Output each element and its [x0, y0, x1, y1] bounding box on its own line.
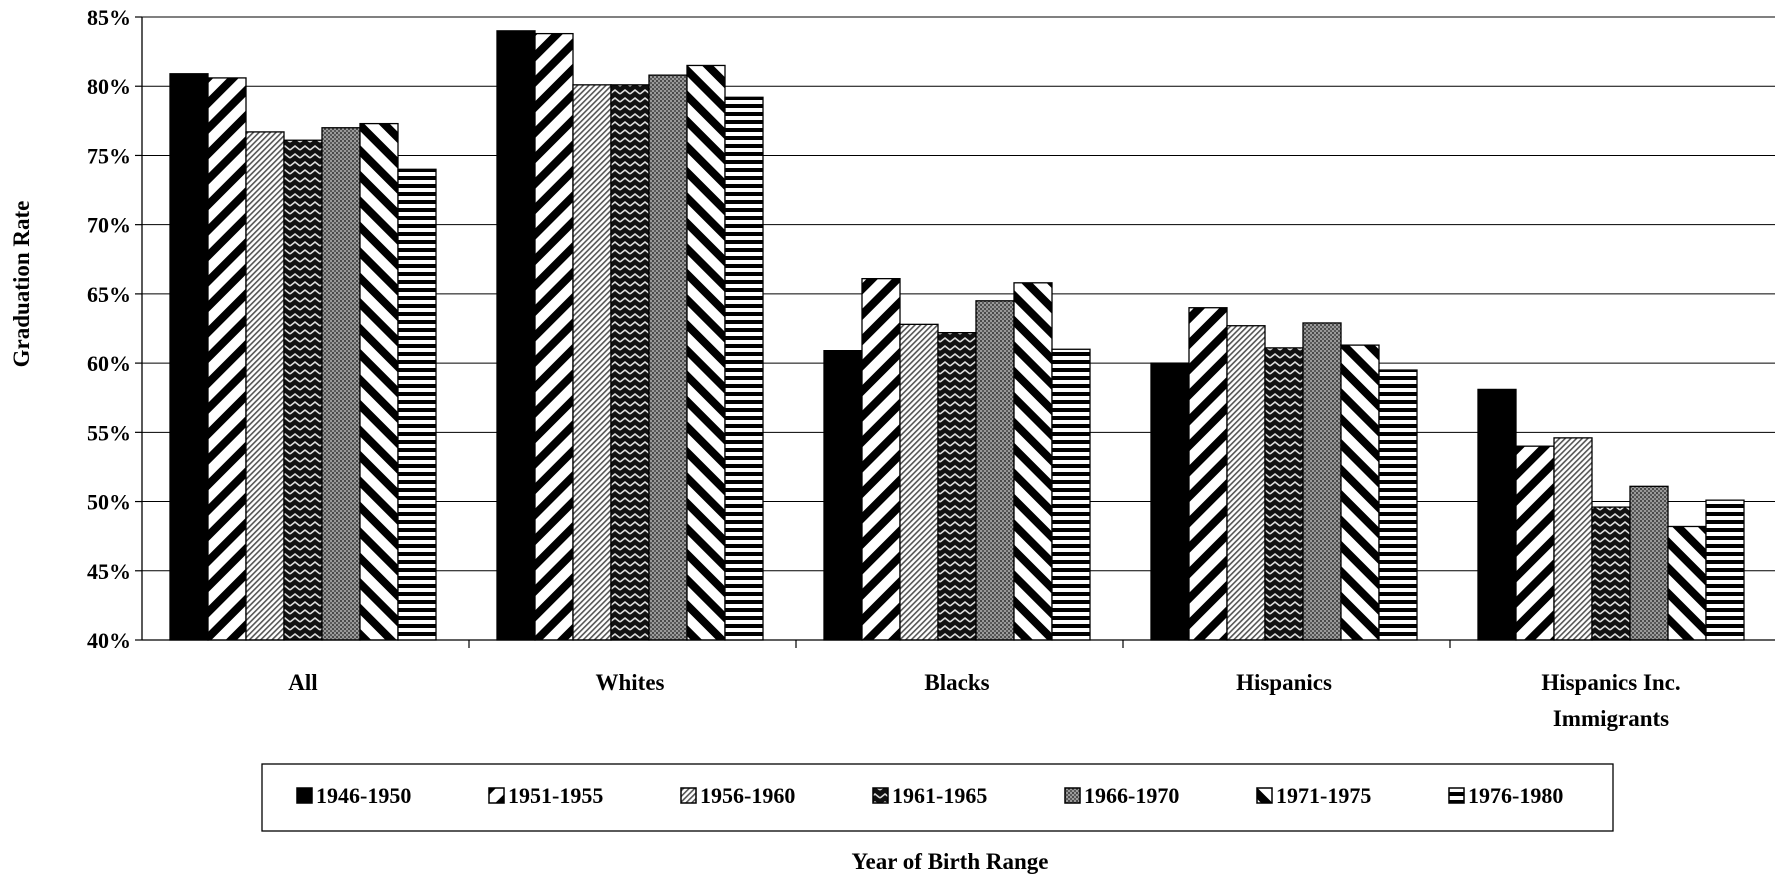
legend-label: 1951-1955: [508, 783, 603, 808]
bar-1946-1950-hispanics-inc-immigrants: [1477, 388, 1517, 641]
category-label-line: Blacks: [924, 670, 989, 695]
bar-1976-1980-blacks: [1051, 348, 1091, 641]
category-label: Hispanics: [1236, 670, 1332, 695]
bar-1961-1965-whites: [610, 84, 650, 641]
bar-1976-1980-whites: [724, 96, 764, 641]
axes: [135, 16, 1775, 648]
legend-swatch: [1256, 787, 1273, 804]
category-label: Whites: [596, 670, 665, 695]
y-tick-label: 75%: [87, 143, 131, 168]
bar-1966-1970-whites: [648, 74, 688, 641]
bar-1976-1980-hispanics: [1378, 369, 1418, 641]
category-label: Blacks: [924, 670, 989, 695]
bar-1946-1950-hispanics: [1150, 362, 1190, 641]
bar-1951-1955-blacks: [861, 278, 901, 641]
y-axis-title: Graduation Rate: [9, 201, 34, 368]
legend-swatch: [1448, 787, 1465, 804]
category-label-line: Whites: [596, 670, 665, 695]
legend-label: 1961-1965: [892, 783, 987, 808]
bar-1946-1950-all: [169, 73, 209, 641]
bar-1966-1970-all: [321, 127, 361, 641]
bar-1961-1965-all: [283, 139, 323, 641]
bar-1971-1975-hispanics-inc-immigrants: [1667, 525, 1707, 641]
category-label: All: [288, 670, 317, 695]
category-labels: All Whites Blacks Hispanics Hispanics Inc. Im…: [288, 670, 1680, 731]
y-tick-label: 85%: [87, 5, 131, 30]
legend-label: 1976-1980: [1468, 783, 1563, 808]
bar-1971-1975-all: [359, 122, 399, 641]
category-label: Hispanics Inc. Immigrants: [1541, 670, 1680, 731]
category-label-line: Immigrants: [1553, 706, 1669, 731]
legend-label: 1966-1970: [1084, 783, 1179, 808]
legend-box: [261, 763, 1614, 832]
bar-1946-1950-whites: [496, 30, 536, 641]
category-label-line: All: [288, 670, 317, 695]
bar-1961-1965-blacks: [937, 332, 977, 641]
legend: 1946-1950 1951-1955 1956-1960 1961-1965 1966…: [261, 763, 1614, 832]
category-label-line: Hispanics: [1236, 670, 1332, 695]
bar-1961-1965-hispanics-inc-immigrants: [1591, 506, 1631, 641]
bar-1976-1980-all: [397, 168, 437, 641]
legend-label: 1971-1975: [1276, 783, 1371, 808]
bar-1951-1955-all: [207, 77, 247, 641]
legend-swatch: [488, 787, 505, 804]
bar-1951-1955-hispanics: [1188, 307, 1228, 641]
y-tick-label: 50%: [87, 490, 131, 515]
bar-1956-1960-blacks: [899, 323, 939, 641]
y-tick-labels: 40% 45% 50% 55% 60% 65% 70% 75% 80% 85%: [87, 5, 131, 653]
legend-swatch: [1064, 787, 1081, 804]
y-tick-label: 65%: [87, 282, 131, 307]
y-tick-label: 40%: [87, 628, 131, 653]
bar-1966-1970-hispanics: [1302, 322, 1342, 641]
y-tick-label: 45%: [87, 559, 131, 584]
bar-1976-1980-hispanics-inc-immigrants: [1705, 499, 1745, 641]
legend-swatch: [296, 787, 313, 804]
bars: [169, 30, 1745, 641]
bar-1956-1960-all: [245, 131, 285, 641]
bar-1966-1970-hispanics-inc-immigrants: [1629, 485, 1669, 641]
bar-1961-1965-hispanics: [1264, 347, 1304, 641]
y-tick-label: 60%: [87, 351, 131, 376]
legend-label: 1946-1950: [316, 783, 411, 808]
category-label-line: Hispanics Inc.: [1541, 670, 1680, 695]
bar-1951-1955-whites: [534, 32, 574, 641]
y-tick-label: 55%: [87, 420, 131, 445]
bar-1971-1975-blacks: [1013, 282, 1053, 641]
bar-1956-1960-hispanics-inc-immigrants: [1553, 437, 1593, 641]
bar-1956-1960-hispanics: [1226, 325, 1266, 641]
bar-1971-1975-whites: [686, 64, 726, 641]
bar-1951-1955-hispanics-inc-immigrants: [1515, 445, 1555, 641]
bar-1946-1950-blacks: [823, 350, 863, 641]
y-tick-label: 80%: [87, 74, 131, 99]
x-axis-title: Year of Birth Range: [852, 849, 1049, 874]
legend-label: 1956-1960: [700, 783, 795, 808]
legend-swatch: [680, 787, 697, 804]
bar-1966-1970-blacks: [975, 300, 1015, 641]
legend-swatch: [872, 787, 889, 804]
y-tick-label: 70%: [87, 213, 131, 238]
bar-1956-1960-whites: [572, 84, 612, 641]
bar-1971-1975-hispanics: [1340, 344, 1380, 641]
